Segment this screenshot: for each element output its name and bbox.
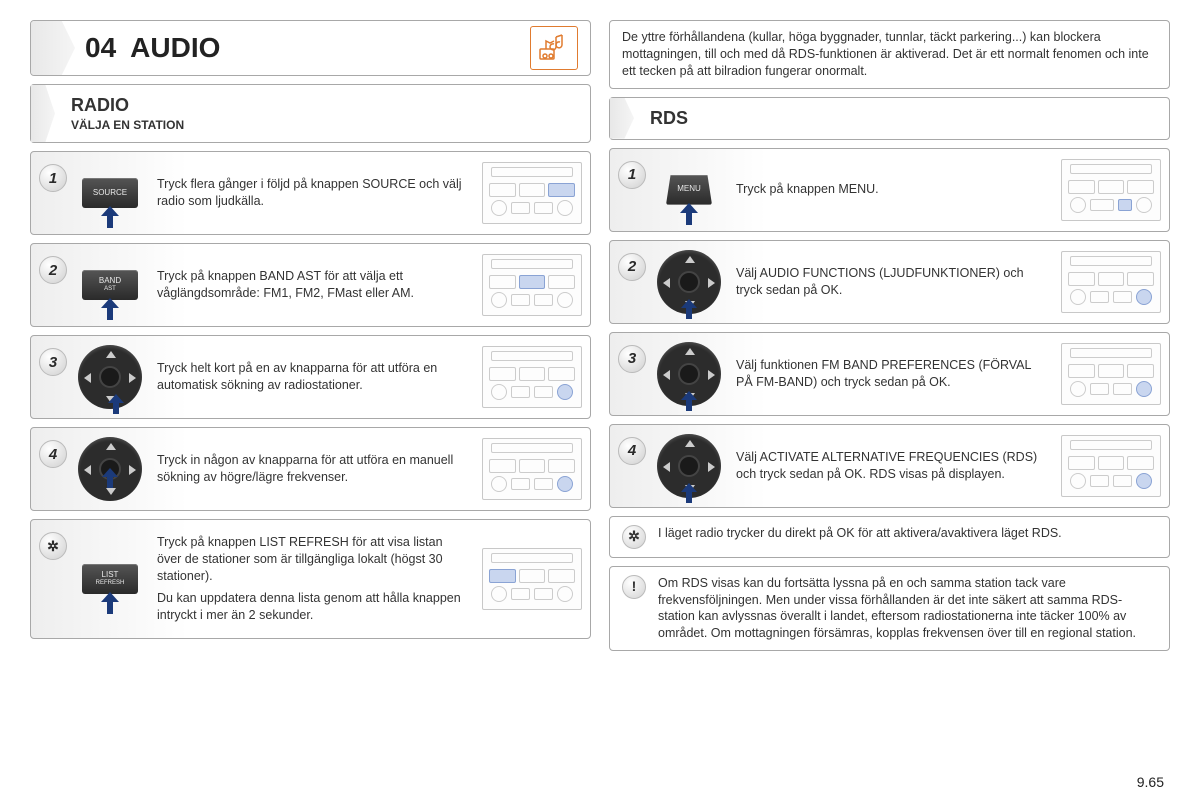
step-row: ✲ LISTREFRESH Tryck på knappen LIST REFR… xyxy=(30,519,591,639)
band-button-icon: BANDAST xyxy=(75,250,145,320)
step-row: 3 Tryck helt kort på en av knapparna för… xyxy=(30,335,591,419)
step-number: 3 xyxy=(39,348,67,376)
tip-text: I läget radio trycker du direkt på OK fö… xyxy=(658,525,1062,542)
step-text: Tryck in någon av knapparna för att utfö… xyxy=(153,452,474,486)
step-row: 2 Välj AUDIO FUNCTIONS (LJUDFUNKTIONER) … xyxy=(609,240,1170,324)
page-number: 9.65 xyxy=(1137,774,1164,790)
step-text: Tryck på knappen LIST REFRESH för att vi… xyxy=(153,534,474,624)
tip-icon: ✲ xyxy=(622,525,646,549)
radio-diagram xyxy=(1061,343,1161,405)
step-row: 4 Tryck in någon av knapparna för att ut… xyxy=(30,427,591,511)
radio-diagram xyxy=(482,162,582,224)
section-heading: RADIO xyxy=(71,95,576,116)
header-chevron xyxy=(31,21,75,75)
source-button-icon: SOURCE xyxy=(75,158,145,228)
step-text: Välj funktionen FM BAND PREFERENCES (FÖR… xyxy=(732,357,1053,391)
radio-diagram xyxy=(482,346,582,408)
title-chevron xyxy=(610,98,634,139)
radio-diagram xyxy=(482,438,582,500)
chapter-header: 04 AUDIO xyxy=(30,20,591,76)
audio-icon xyxy=(530,26,578,70)
step-text: Välj ACTIVATE ALTERNATIVE FREQUENCIES (R… xyxy=(732,449,1053,483)
section-heading: RDS xyxy=(650,108,1155,129)
step-text: Välj AUDIO FUNCTIONS (LJUDFUNKTIONER) oc… xyxy=(732,265,1053,299)
page-layout: 04 AUDIO RADIO VÄLJ xyxy=(30,20,1170,760)
dpad-icon xyxy=(654,339,724,409)
radio-diagram xyxy=(1061,435,1161,497)
reception-note: De yttre förhållandena (kullar, höga byg… xyxy=(609,20,1170,89)
step-text: Tryck på knappen BAND AST för att välja … xyxy=(153,268,474,302)
list-refresh-button-icon: LISTREFRESH xyxy=(75,544,145,614)
step-row: 4 Välj ACTIVATE ALTERNATIVE FREQUENCIES … xyxy=(609,424,1170,508)
step-number: 3 xyxy=(618,345,646,373)
chapter-title: AUDIO xyxy=(130,32,530,64)
step-text: Tryck helt kort på en av knapparna för a… xyxy=(153,360,474,394)
dpad-icon xyxy=(654,431,724,501)
step-text: Tryck flera gånger i följd på knappen SO… xyxy=(153,176,474,210)
step-number: 4 xyxy=(39,440,67,468)
radio-diagram xyxy=(482,548,582,610)
dpad-icon xyxy=(75,434,145,504)
step-number: 4 xyxy=(618,437,646,465)
step-number: 1 xyxy=(39,164,67,192)
menu-button-icon: MENU xyxy=(654,155,724,225)
dpad-icon xyxy=(75,342,145,412)
step-number: 2 xyxy=(618,253,646,281)
right-column: De yttre förhållandena (kullar, höga byg… xyxy=(609,20,1170,760)
chapter-number: 04 xyxy=(85,32,116,64)
radio-section-title: RADIO VÄLJA EN STATION xyxy=(30,84,591,143)
step-tip-badge: ✲ xyxy=(39,532,67,560)
step-row: 1 SOURCE Tryck flera gånger i följd på k… xyxy=(30,151,591,235)
section-subheading: VÄLJA EN STATION xyxy=(71,118,576,132)
warning-text: Om RDS visas kan du fortsätta lyssna på … xyxy=(658,575,1157,643)
left-column: 04 AUDIO RADIO VÄLJ xyxy=(30,20,591,760)
step-row: 1 MENU Tryck på knappen MENU. xyxy=(609,148,1170,232)
step-number: 2 xyxy=(39,256,67,284)
radio-diagram xyxy=(1061,159,1161,221)
step-number: 1 xyxy=(618,161,646,189)
warning-row: ! Om RDS visas kan du fortsätta lyssna p… xyxy=(609,566,1170,652)
step-text: Tryck på knappen MENU. xyxy=(732,181,1053,198)
tip-row: ✲ I läget radio trycker du direkt på OK … xyxy=(609,516,1170,558)
rds-section-title: RDS xyxy=(609,97,1170,140)
warning-icon: ! xyxy=(622,575,646,599)
radio-diagram xyxy=(482,254,582,316)
title-chevron xyxy=(31,85,55,142)
step-row: 3 Välj funktionen FM BAND PREFERENCES (F… xyxy=(609,332,1170,416)
step-row: 2 BANDAST Tryck på knappen BAND AST för … xyxy=(30,243,591,327)
radio-diagram xyxy=(1061,251,1161,313)
dpad-icon xyxy=(654,247,724,317)
